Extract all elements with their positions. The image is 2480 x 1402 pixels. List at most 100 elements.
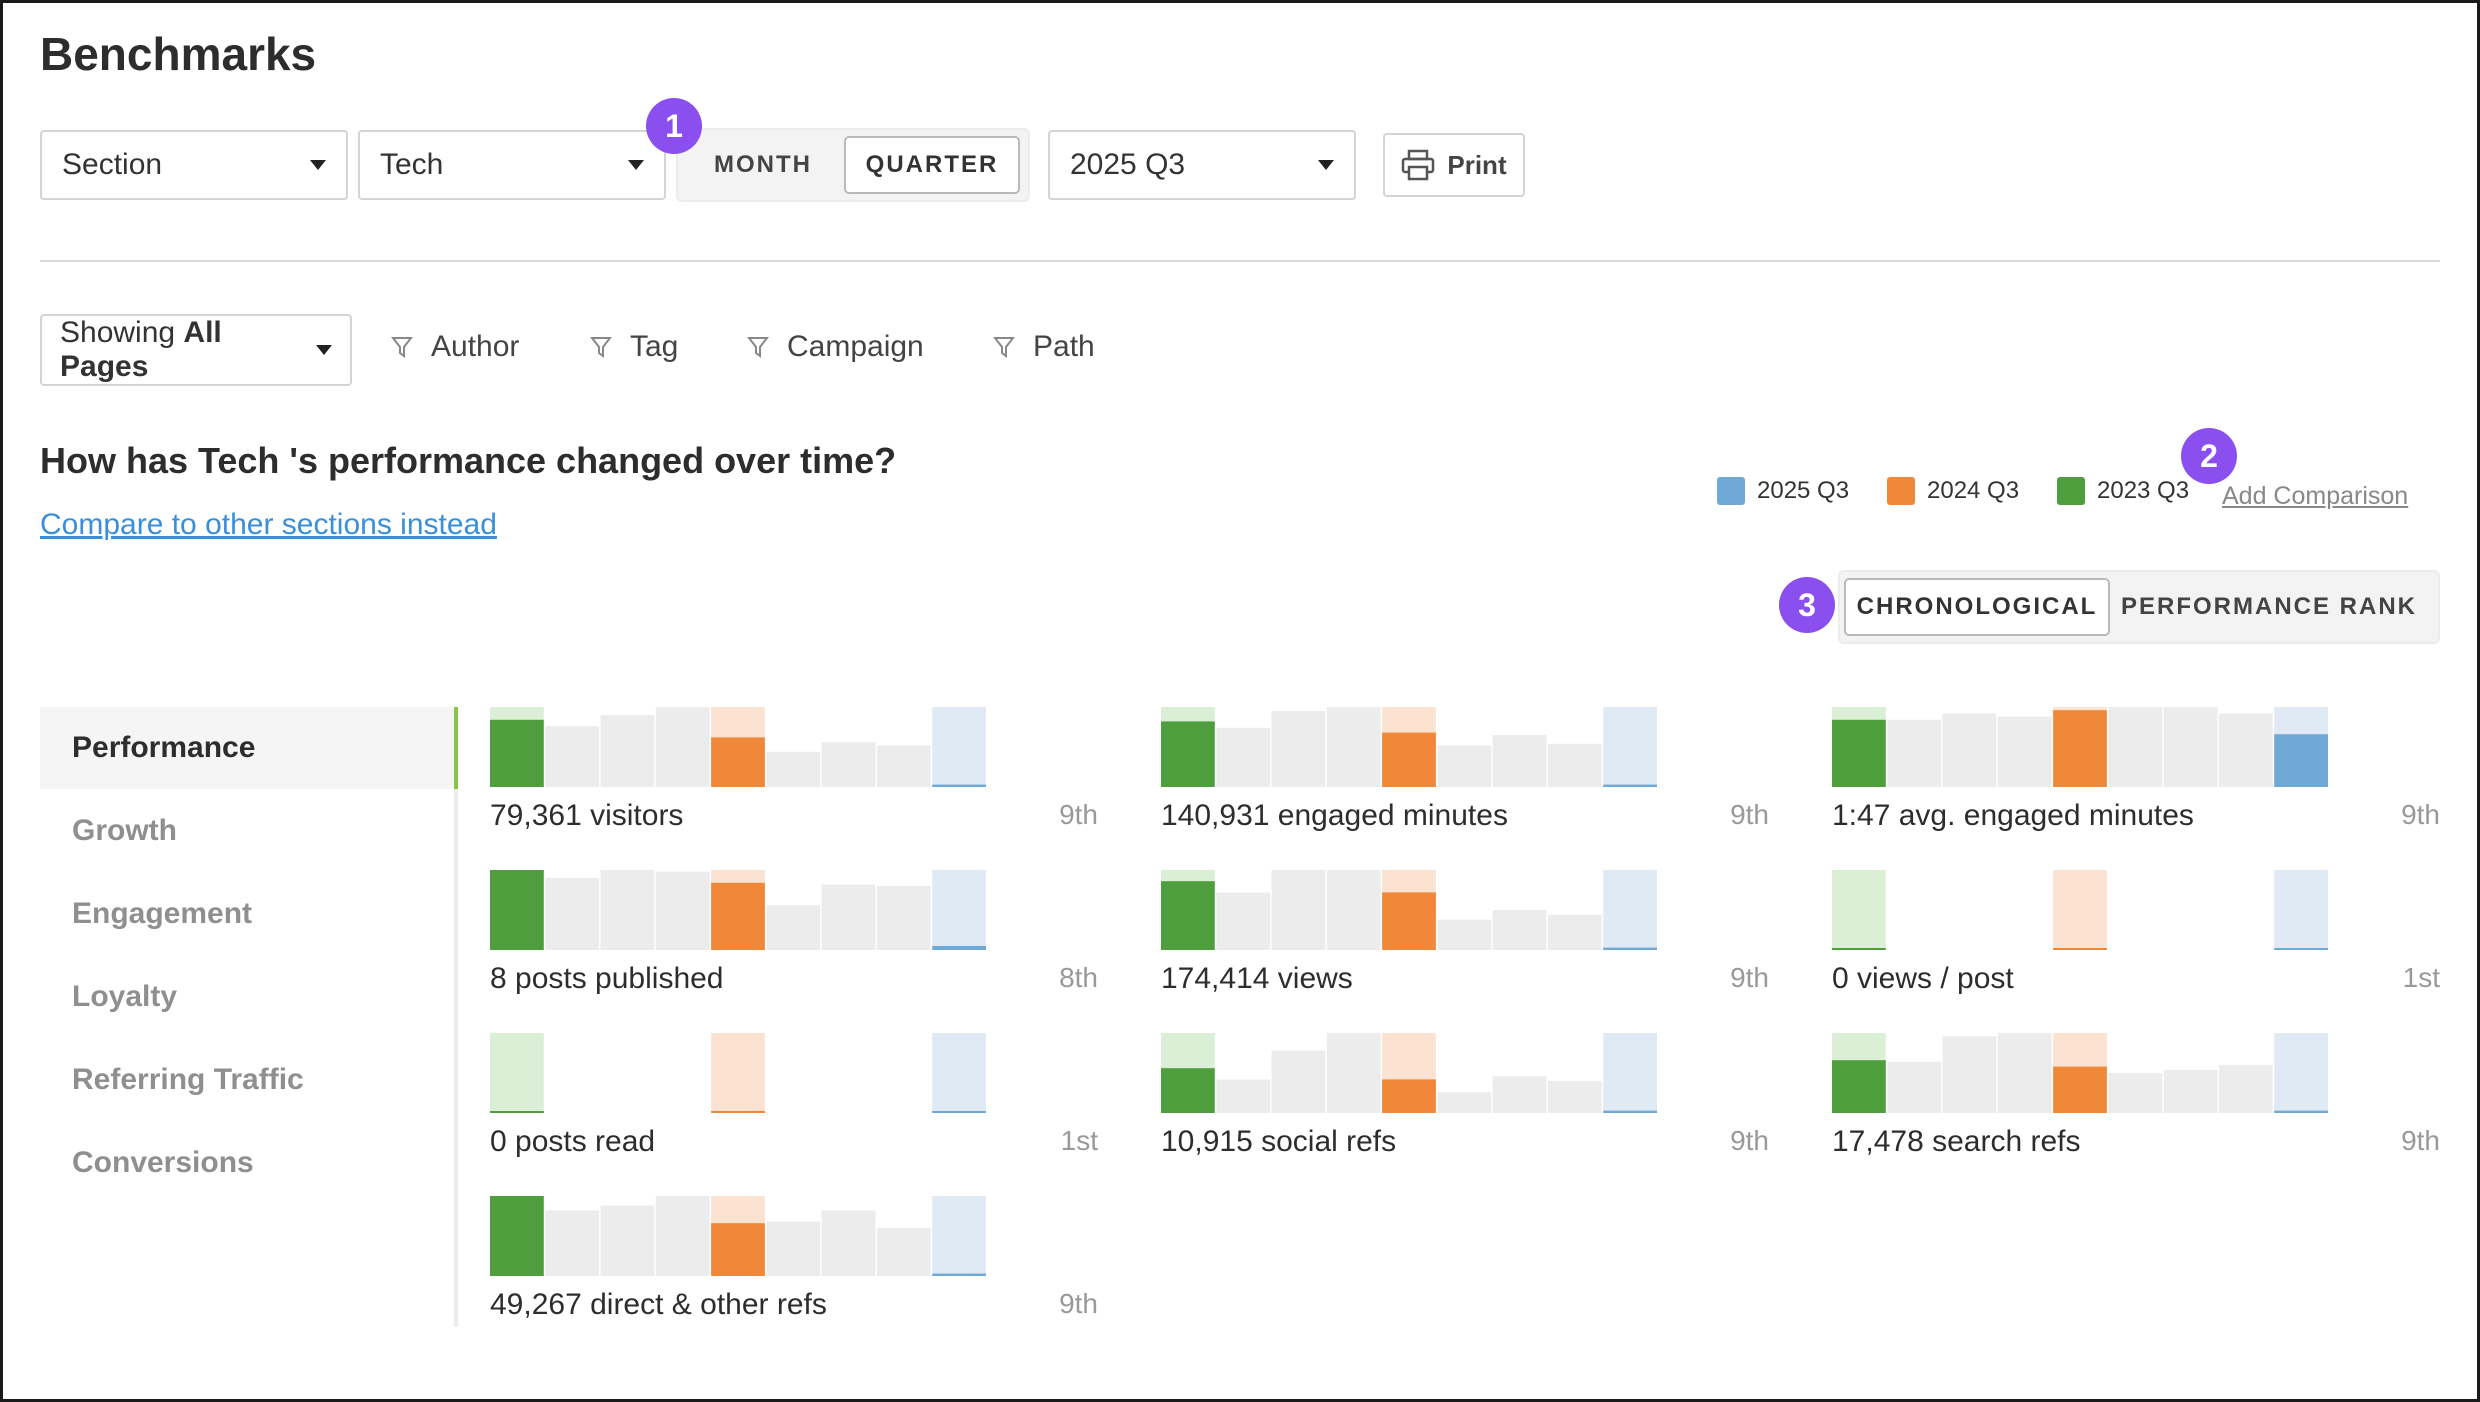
bar [2108,707,2163,787]
print-button[interactable]: Print [1383,133,1525,197]
bar [1547,743,1602,787]
bar [1382,732,1436,787]
legend-label: 2024 Q3 [1927,477,2020,504]
bar [1326,870,1381,950]
period-select-value: 2025 Q3 [1070,148,1186,181]
metric-sparkbar-chart [1832,707,2328,787]
period-select[interactable]: 2025 Q3 [1048,130,1356,200]
caret-down-icon [310,160,326,170]
filter-funnel-icon [590,337,612,358]
caret-down-icon [628,160,644,170]
metric-rank: 9th [2401,799,2440,830]
metric-rank: 1st [1060,1125,1098,1156]
showing-value: All Pages [60,316,222,383]
bar [1492,735,1547,787]
bar [1382,1079,1436,1113]
bar [2163,1069,2218,1113]
legend-swatch [2057,477,2085,505]
bar [1603,1110,1657,1113]
bar [2108,1073,2163,1113]
bar-background [932,707,986,787]
sidebar-item-engagement[interactable]: Engagement [72,897,253,930]
filter-path[interactable]: Path [993,330,1095,364]
bar [711,1111,765,1113]
sidebar-rail [454,707,458,1327]
bar [1603,784,1657,787]
metric-sparkbar-chart [490,870,986,950]
metric-card[interactable]: 0 posts read 1st [490,1033,1098,1173]
filter-tag-label: Tag [630,330,679,363]
bar [1437,1092,1492,1113]
month-toggle[interactable]: MONTH [714,151,812,178]
bar [876,745,931,787]
metric-card[interactable]: 17,478 search refs 9th [1832,1033,2440,1173]
bar [1437,745,1492,787]
bar [1161,721,1215,787]
metric-rank: 1st [2402,962,2440,993]
metric-label: 17,478 search refs [1832,1125,2081,1158]
pages-filter-value: Showing All Pages [60,316,316,384]
bar [821,884,876,950]
bar [1492,1076,1547,1113]
sidebar-item-conversions[interactable]: Conversions [72,1146,254,1179]
bar [490,1111,544,1113]
compare-sections-link[interactable]: Compare to other sections instead [40,508,497,541]
metric-rank: 9th [1730,962,1769,993]
bar [821,1210,876,1276]
bar [600,870,655,950]
metric-card[interactable]: 0 views / post 1st [1832,870,2440,1010]
period-toggle: MONTH QUARTER [676,128,1030,202]
chronological-toggle[interactable]: CHRONOLOGICAL [1844,578,2110,636]
metric-card[interactable]: 1:47 avg. engaged minutes 9th [1832,707,2440,847]
filter-path-label: Path [1033,330,1095,363]
bar [766,905,821,950]
bar [821,742,876,787]
metric-card[interactable]: 10,915 social refs 9th [1161,1033,1769,1173]
sidebar-item-growth[interactable]: Growth [72,814,177,847]
metric-card[interactable]: 49,267 direct & other refs 9th [490,1196,1098,1336]
metric-card[interactable]: 174,414 views 9th [1161,870,1769,1010]
metric-rank: 9th [2401,1125,2440,1156]
scope-select[interactable]: Section [40,130,348,200]
bar [1161,1068,1215,1113]
bar [1887,719,1942,787]
print-label: Print [1447,149,1507,180]
metric-rank: 9th [1059,799,1098,830]
bar [545,1210,600,1276]
metric-rank: 9th [1059,1288,1098,1319]
sidebar-item-loyalty[interactable]: Loyalty [72,980,178,1013]
quarter-toggle[interactable]: QUARTER [844,136,1020,194]
section-select[interactable]: Tech [358,130,666,200]
bar-background [2274,1033,2328,1113]
legend-item-2024-q3: 2024 Q3 [1887,477,2019,505]
bar [1942,1036,1997,1113]
bar [876,886,931,950]
bar [1216,727,1271,787]
bar [1832,948,1886,950]
bar [1547,1081,1602,1113]
sidebar-item-performance[interactable]: Performance [40,707,456,789]
performance-rank-toggle[interactable]: PERFORMANCE RANK [2121,593,2417,620]
bar-background [1603,1033,1657,1113]
bar-background [2053,870,2107,950]
bar [1216,892,1271,950]
metric-card[interactable]: 140,931 engaged minutes 9th [1161,707,1769,847]
metric-card[interactable]: 79,361 visitors 9th [490,707,1098,847]
metric-card[interactable]: 8 posts published 8th [490,870,1098,1010]
metric-sparkbar-chart [490,1196,986,1276]
filter-campaign[interactable]: Campaign [747,330,924,364]
add-comparison-link[interactable]: Add Comparison [2222,482,2409,510]
bar [490,719,544,787]
bar [600,715,655,787]
bar [1437,919,1492,950]
pages-filter-select[interactable]: Showing All Pages [40,314,352,386]
sidebar-item-referring-traffic[interactable]: Referring Traffic [72,1063,304,1096]
bar [1942,713,1997,787]
filter-author[interactable]: Author [391,330,519,364]
filter-tag[interactable]: Tag [590,330,678,364]
bar-background [1603,707,1657,787]
bar [711,737,765,787]
section-question: How has Tech 's performance changed over… [40,440,897,481]
sidebar-active-indicator [454,707,458,789]
